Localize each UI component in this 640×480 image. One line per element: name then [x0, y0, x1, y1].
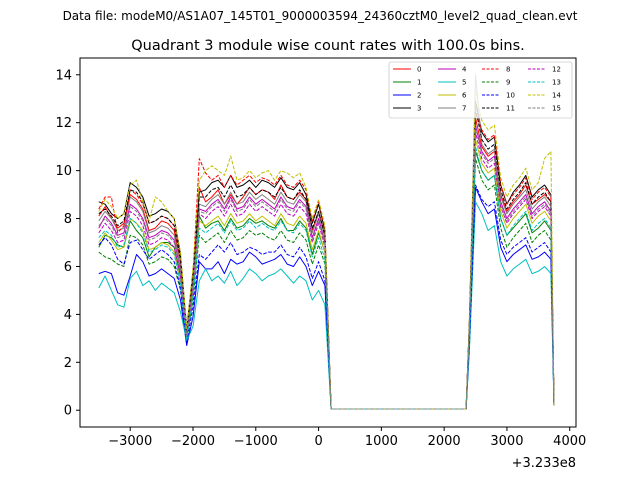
legend-label-5: 5 [462, 79, 466, 87]
legend-label-9: 9 [506, 79, 510, 87]
y-axis: 0 2 4 6 8 10 12 14 [55, 68, 80, 419]
legend-label-8: 8 [506, 66, 510, 74]
legend-label-0: 0 [417, 66, 421, 74]
legend-label-6: 6 [462, 92, 467, 100]
y-tick-label: 14 [55, 68, 72, 83]
legend-label-7: 7 [462, 105, 466, 113]
x-tick-label: 1000 [365, 434, 398, 449]
x-axis: −3000 −2000 −1000 0 1000 2000 3000 4000 [108, 427, 586, 449]
series-layer [98, 74, 555, 410]
series-line-5 [98, 201, 555, 410]
legend-frame [388, 61, 573, 119]
legend-label-12: 12 [552, 66, 561, 74]
legend-label-15: 15 [552, 105, 561, 113]
x-tick-label: 3000 [490, 434, 523, 449]
series-line-3 [98, 100, 555, 410]
series-line-6 [98, 139, 555, 410]
series-line-15 [98, 127, 555, 410]
plot-frame [79, 57, 577, 428]
x-tick-label: 4000 [553, 434, 586, 449]
legend-label-11: 11 [506, 105, 515, 113]
x-offset-label: +3.233e8 [512, 456, 576, 471]
series-line-14 [98, 91, 555, 410]
series-line-2 [98, 186, 555, 410]
chart-title: Quadrant 3 module wise count rates with … [131, 38, 525, 54]
legend-label-13: 13 [552, 79, 561, 87]
data-file-label: Data file: modeM0/AS1A07_145T01_90000035… [63, 9, 578, 23]
legend-label-14: 14 [552, 92, 561, 100]
x-tick-label: −1000 [234, 434, 278, 449]
series-line-8 [98, 112, 555, 410]
series-line-13 [98, 146, 555, 410]
y-tick-label: 2 [64, 356, 72, 371]
series-line-7 [98, 74, 555, 410]
legend-label-10: 10 [506, 92, 515, 100]
x-tick-label: 2000 [428, 434, 461, 449]
series-line-9 [98, 158, 555, 410]
x-tick-label: −2000 [171, 434, 215, 449]
legend-label-4: 4 [462, 66, 467, 74]
series-line-10 [98, 184, 555, 410]
series-line-11 [98, 107, 555, 410]
x-tick-label: −3000 [108, 434, 152, 449]
y-tick-label: 12 [55, 116, 72, 131]
legend-label-1: 1 [417, 79, 421, 87]
legend-label-3: 3 [417, 105, 421, 113]
x-tick-label: 0 [314, 434, 322, 449]
y-tick-label: 10 [55, 164, 72, 179]
y-tick-label: 8 [64, 212, 72, 227]
y-tick-label: 4 [64, 308, 72, 323]
y-tick-label: 0 [64, 404, 72, 419]
legend-label-2: 2 [417, 92, 421, 100]
series-line-12 [98, 131, 555, 410]
y-tick-label: 6 [64, 260, 72, 275]
